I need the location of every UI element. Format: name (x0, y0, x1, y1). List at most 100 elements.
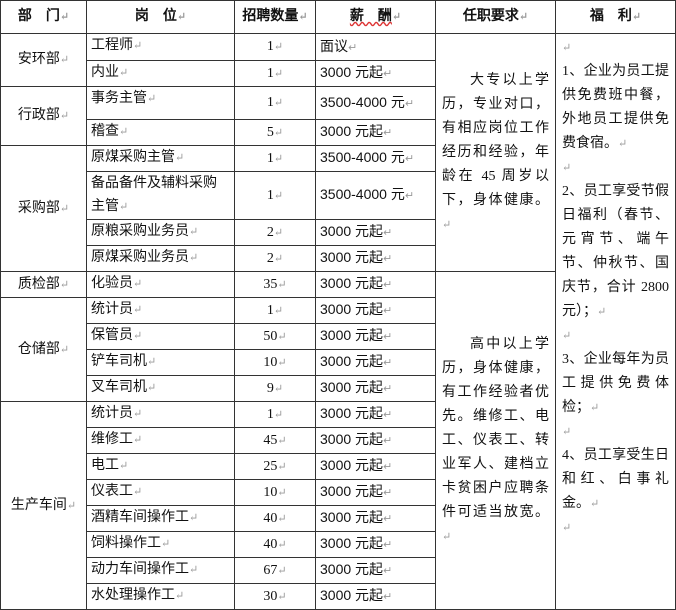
salary-cell: 3000 元起 (315, 505, 436, 532)
position-cell: 统计员 (86, 297, 235, 324)
header-salary-text: 薪 酬 (349, 9, 392, 24)
salary-cell: 3000 元起 (315, 60, 436, 87)
department-cell: 安环部 (0, 33, 87, 87)
count-cell: 1 (234, 297, 316, 324)
position-cell: 原粮采购业务员 (86, 219, 235, 246)
count-cell: 1 (234, 86, 316, 120)
position-cell: 原煤采购主管 (86, 145, 235, 172)
table-row: 原煤采购业务员23000 元起 (1, 245, 676, 272)
header-position: 岗 位 (86, 0, 235, 34)
salary-cell: 3000 元起 (315, 427, 436, 454)
benefit-item: 4、员工享受生日和红、白事礼金。 (562, 444, 669, 516)
count-cell: 35 (234, 271, 316, 298)
benefit-item: 2、员工享受节假日福利（春节、元宵节、端午节、仲秋节、国庆节，合计 2800 元… (562, 180, 669, 324)
header-salary: 薪 酬 (315, 0, 436, 34)
table-row: 内业13000 元起 (1, 60, 676, 87)
header-department: 部 门 (0, 0, 87, 34)
salary-cell: 3000 元起 (315, 531, 436, 558)
count-cell: 1 (234, 60, 316, 87)
table-row: 仓储部统计员13000 元起 (0, 297, 676, 402)
count-cell: 10 (234, 349, 316, 376)
position-cell: 工程师 (86, 33, 235, 61)
table-row: 保管员503000 元起 (1, 323, 676, 350)
salary-cell: 面议 (315, 33, 436, 61)
header-requirements: 任职要求 (435, 0, 556, 34)
salary-cell: 3000 元起 (315, 271, 436, 298)
salary-cell: 3000 元起 (315, 245, 436, 272)
position-cell: 统计员 (86, 401, 235, 428)
salary-cell: 3000 元起 (315, 453, 436, 480)
requirements-text: 高中以上学历，身体健康，有工作经验者优先。维修工、电工、仪表工、转业军人、建档立… (442, 333, 549, 549)
table-row: 稽查53000 元起 (1, 119, 676, 146)
count-cell: 1 (234, 401, 316, 428)
position-cell: 叉车司机 (86, 375, 235, 402)
table-row: 质检部化验员353000 元起高中以上学历，身体健康，有工作经验者优先。维修工、… (0, 271, 676, 610)
count-cell: 1 (234, 145, 316, 172)
count-cell: 9 (234, 375, 316, 402)
table-row: 维修工453000 元起 (1, 427, 676, 454)
benefits-cell: 1、企业为员工提供免费班中餐，外地员工提供免费食宿。 2、员工享受节假日福利（春节… (555, 33, 676, 610)
position-cell: 内业 (86, 60, 235, 87)
count-cell: 10 (234, 479, 316, 506)
count-cell: 40 (234, 531, 316, 558)
count-cell: 30 (234, 583, 316, 610)
count-cell: 40 (234, 505, 316, 532)
table-row: 采购部原煤采购主管13500-4000 元 (0, 145, 676, 272)
benefit-item: 1、企业为员工提供免费班中餐，外地员工提供免费食宿。 (562, 60, 669, 156)
position-cell: 水处理操作工 (86, 583, 235, 610)
salary-cell: 3000 元起 (315, 479, 436, 506)
table-row: 行政部事务主管13500-4000 元 (0, 86, 676, 146)
salary-cell: 3500-4000 元 (315, 86, 436, 120)
position-cell: 原煤采购业务员 (86, 245, 235, 272)
table-row: 备品备件及辅料采购主管13500-4000 元 (1, 171, 676, 220)
department-cell: 生产车间 (0, 401, 87, 610)
position-cell: 动力车间操作工 (86, 557, 235, 584)
count-cell: 45 (234, 427, 316, 454)
salary-cell: 3000 元起 (315, 583, 436, 610)
table-row: 原粮采购业务员23000 元起 (1, 219, 676, 246)
count-cell: 1 (234, 33, 316, 61)
position-cell: 酒精车间操作工 (86, 505, 235, 532)
salary-cell: 3000 元起 (315, 401, 436, 428)
salary-cell: 3000 元起 (315, 349, 436, 376)
header-benefits: 福 利 (555, 0, 676, 34)
department-cell: 采购部 (0, 145, 87, 272)
table-row: 酒精车间操作工403000 元起 (1, 505, 676, 532)
table-row: 安环部工程师1面议大专以上学历，专业对口，有相应岗位工作经历和经验，年龄在 45… (0, 33, 676, 610)
position-cell: 仪表工 (86, 479, 235, 506)
header-count: 招聘数量 (234, 0, 316, 34)
position-cell: 稽查 (86, 119, 235, 146)
position-cell: 电工 (86, 453, 235, 480)
position-cell: 化验员 (86, 271, 235, 298)
salary-cell: 3000 元起 (315, 375, 436, 402)
requirements-text: 大专以上学历，专业对口，有相应岗位工作经历和经验，年龄在 45 周岁以下，身体健… (442, 69, 549, 237)
salary-cell: 3000 元起 (315, 323, 436, 350)
requirements-cell: 大专以上学历，专业对口，有相应岗位工作经历和经验，年龄在 45 周岁以下，身体健… (435, 33, 556, 272)
position-cell: 备品备件及辅料采购主管 (86, 171, 235, 220)
count-cell: 2 (234, 245, 316, 272)
position-cell: 铲车司机 (86, 349, 235, 376)
salary-cell: 3000 元起 (315, 219, 436, 246)
requirements-cell: 高中以上学历，身体健康，有工作经验者优先。维修工、电工、仪表工、转业军人、建档立… (435, 271, 556, 610)
table-row: 仪表工103000 元起 (1, 479, 676, 506)
department-cell: 仓储部 (0, 297, 87, 402)
salary-cell: 3500-4000 元 (315, 171, 436, 220)
benefit-item: 3、企业每年为员工提供免费体检； (562, 348, 669, 420)
count-cell: 50 (234, 323, 316, 350)
department-cell: 质检部 (0, 271, 87, 298)
position-cell: 保管员 (86, 323, 235, 350)
count-cell: 25 (234, 453, 316, 480)
count-cell: 67 (234, 557, 316, 584)
count-cell: 1 (234, 171, 316, 220)
salary-cell: 3500-4000 元 (315, 145, 436, 172)
position-cell: 维修工 (86, 427, 235, 454)
count-cell: 2 (234, 219, 316, 246)
position-cell: 事务主管 (86, 86, 235, 120)
header-row: 部 门岗 位招聘数量 薪 酬 任职要求福 利 (0, 0, 676, 34)
salary-cell: 3000 元起 (315, 297, 436, 324)
department-cell: 行政部 (0, 86, 87, 146)
position-cell: 饲料操作工 (86, 531, 235, 558)
salary-cell: 3000 元起 (315, 119, 436, 146)
salary-cell: 3000 元起 (315, 557, 436, 584)
